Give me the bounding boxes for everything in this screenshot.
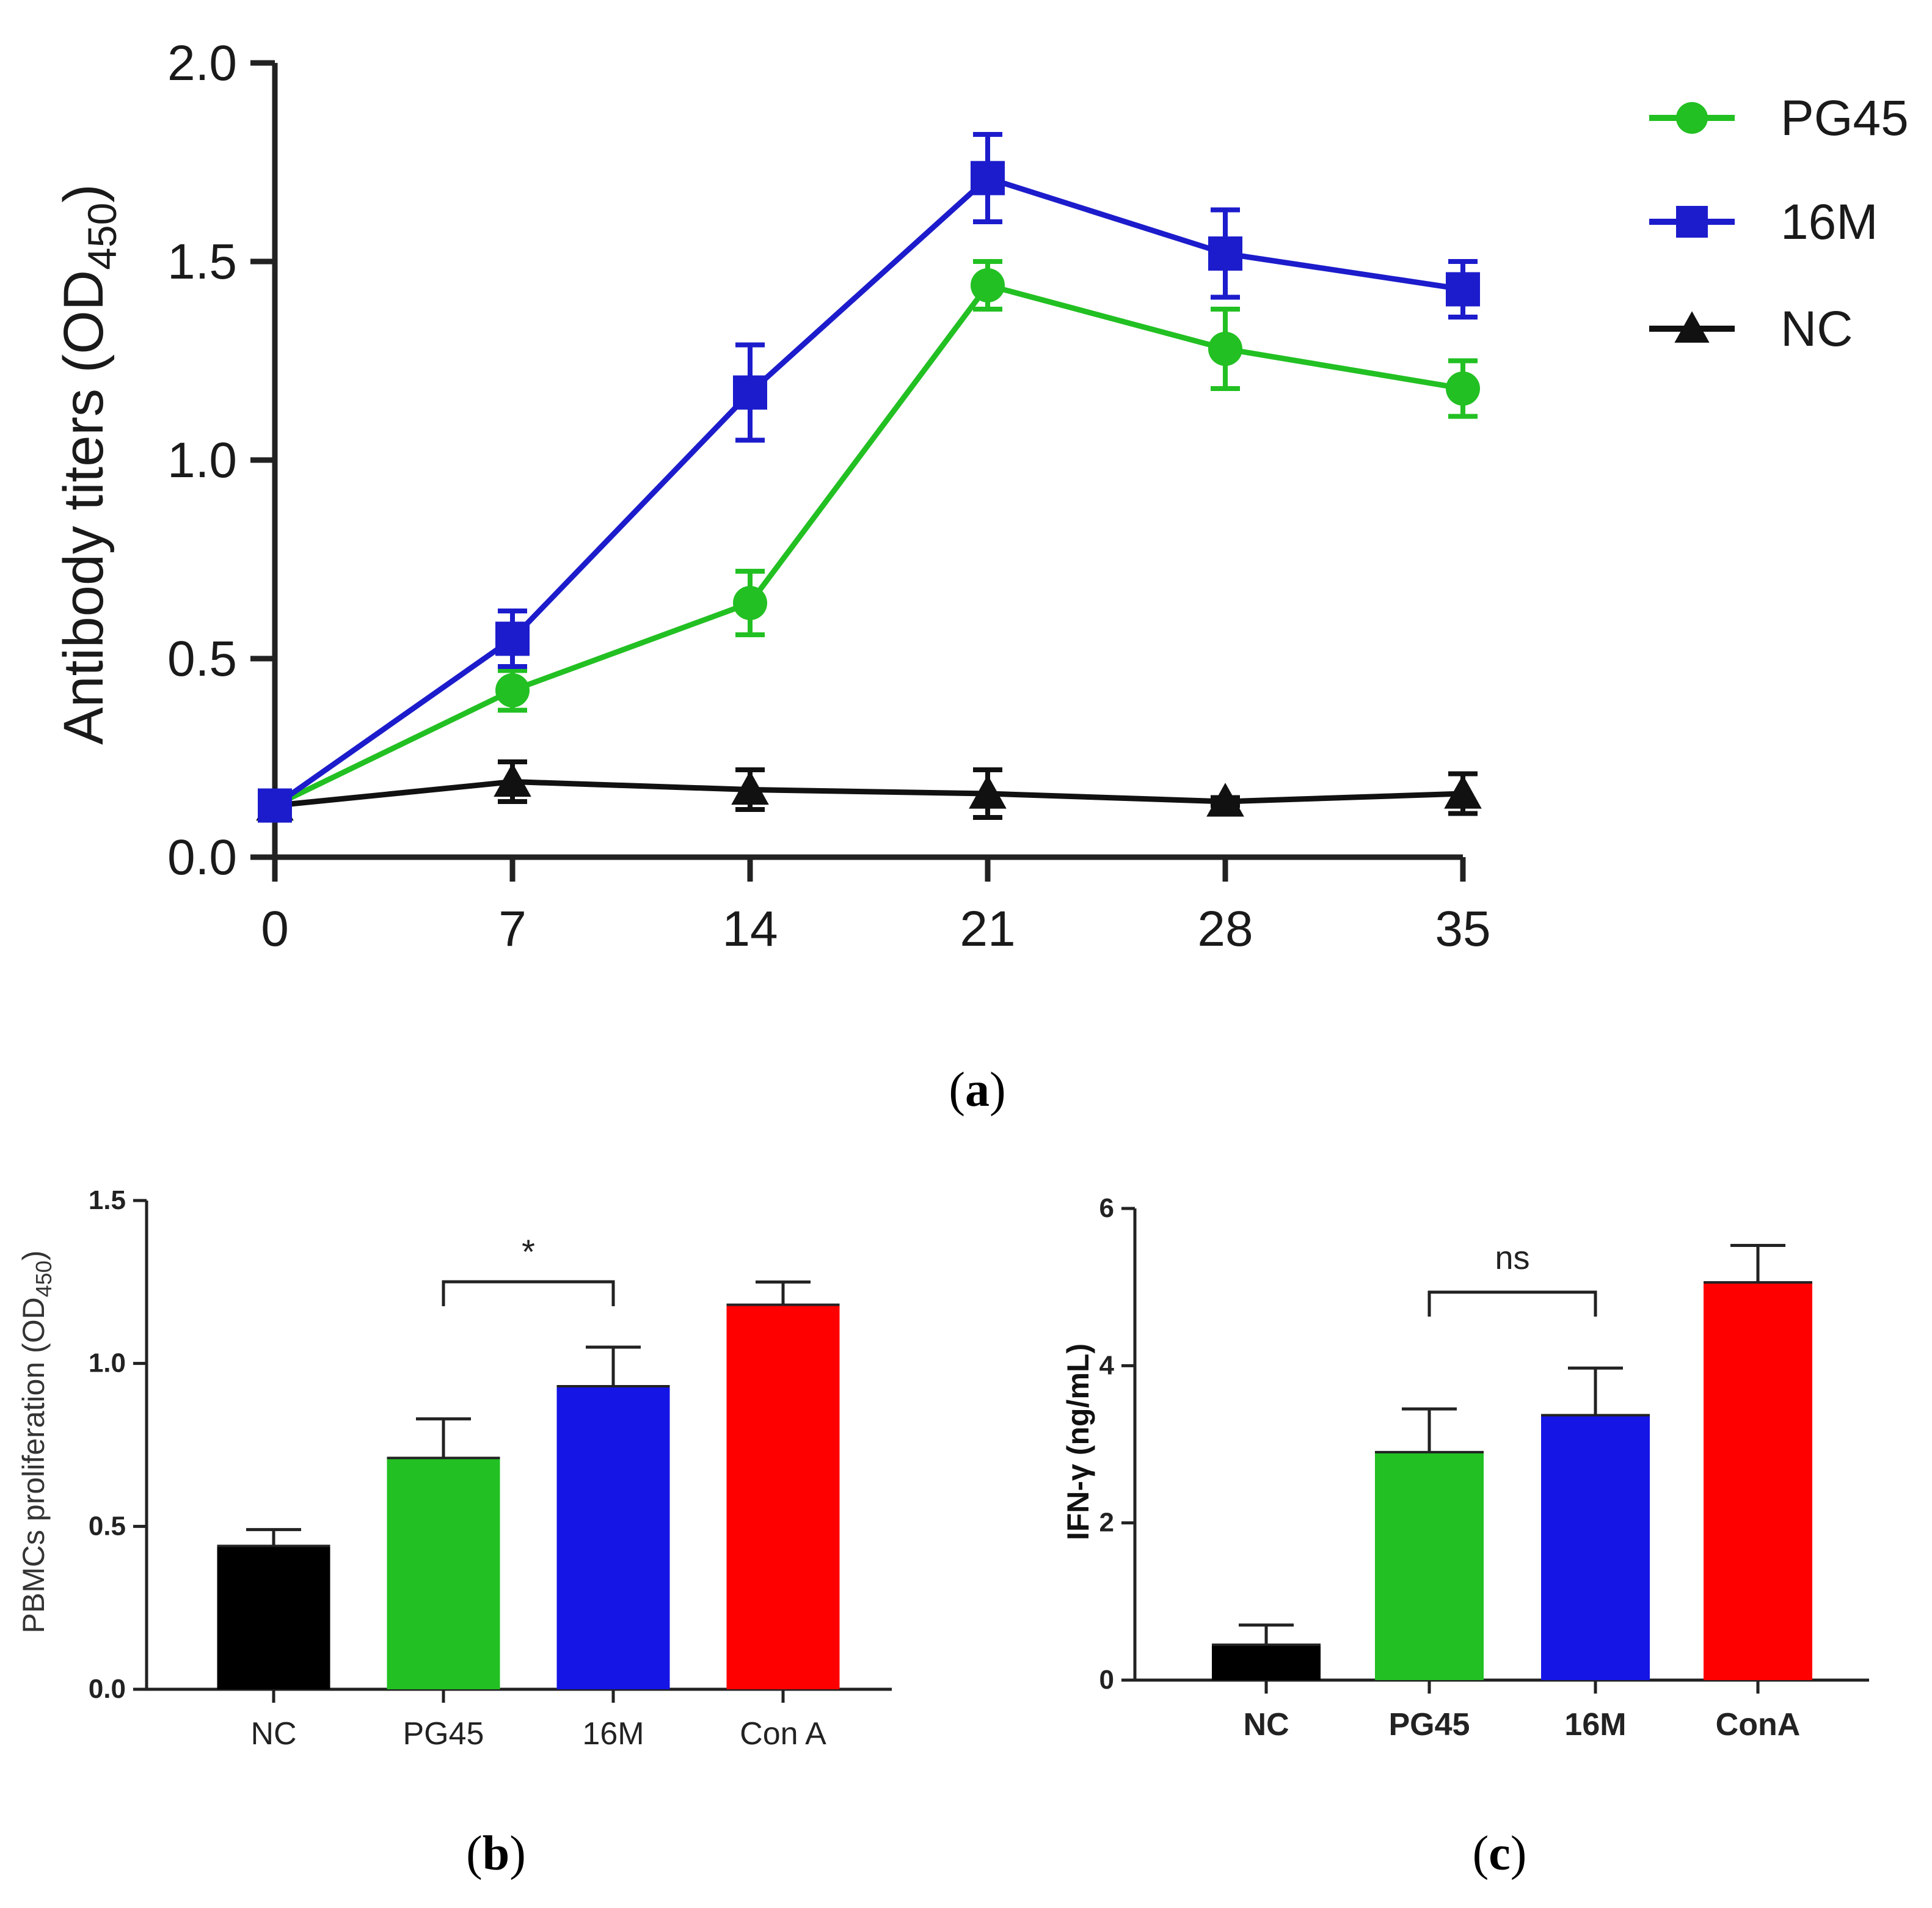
panel-a-y-tick-label: 1.0 <box>167 433 237 488</box>
panel-b-bar-pg45 <box>387 1458 500 1689</box>
panel-a-x-tick-label: 7 <box>498 901 527 957</box>
panel-a-x-tick-label: 14 <box>722 901 778 957</box>
panel-b-y-tick-label: 1.0 <box>89 1348 126 1378</box>
data-point-nc <box>494 762 531 797</box>
series-line-pg45 <box>274 282 1464 808</box>
legend-item-pg45: PG45 <box>1649 90 1909 146</box>
data-point-nc <box>731 770 769 805</box>
data-point-16m <box>258 788 292 823</box>
panel-a-y-tick-label: 2.0 <box>167 35 237 91</box>
panel-c-y-tick-label: 2 <box>1099 1508 1114 1538</box>
panel-c-bar-nc <box>1212 1645 1321 1680</box>
series-line-16m <box>273 175 1464 808</box>
panel-c-y-tick-label: 6 <box>1099 1193 1114 1223</box>
panel-c-bars: ns <box>1212 1240 1812 1680</box>
panel-c-significance-bracket <box>1427 1290 1597 1317</box>
legend-marker-16m <box>1676 206 1708 238</box>
panel-a-axes: 0.0 0.5 1.0 1.5 2.0 0 7 14 21 28 35 <box>167 35 1491 957</box>
panel-b-y-axis-label: PBMCs proliferation (OD450) <box>16 1251 56 1634</box>
panel-b-bar-con-a <box>726 1304 840 1689</box>
panel-c-bar-cona <box>1704 1282 1812 1680</box>
panel-a-caption: (a) <box>949 1063 1005 1117</box>
panel-b-y-tick-label: 0.0 <box>89 1674 126 1704</box>
panel-a-x-tick-label: 28 <box>1197 901 1253 957</box>
data-point-pg45 <box>1208 332 1242 366</box>
panel-c-significance-label: ns <box>1495 1240 1529 1276</box>
panel-a-y-tick-label: 1.5 <box>167 234 237 290</box>
panel-a-legend: PG45 16M NC <box>1649 90 1909 357</box>
panel-b-bars: * <box>217 1232 840 1689</box>
panel-c-caption: (c) <box>1473 1827 1527 1881</box>
panel-b-significance-label: * <box>522 1232 535 1271</box>
panel-c-bar-chart: 0 2 4 6 NC PG45 16M ConA ns IFN-γ (ng/mL) (c) <box>1061 1193 1869 1881</box>
data-point-16m <box>1446 272 1480 307</box>
data-point-16m <box>733 375 767 410</box>
data-point-nc <box>1444 775 1482 809</box>
panel-c-category-label-pg45: PG45 <box>1389 1707 1470 1742</box>
panel-a-y-tick-label: 0.5 <box>167 631 237 687</box>
panel-a-line-chart: 0.0 0.5 1.0 1.5 2.0 0 7 14 21 28 35 Antibody titer… <box>53 35 1909 1117</box>
legend-marker-pg45 <box>1676 102 1708 134</box>
panel-b-category-label-con-a: Con A <box>740 1716 826 1752</box>
panel-c-bar-pg45 <box>1375 1452 1484 1680</box>
panel-c-bar-16m <box>1541 1415 1650 1680</box>
data-point-nc <box>969 775 1007 809</box>
panel-b-category-label-16m: 16M <box>582 1716 644 1752</box>
panel-c-category-label-16m: 16M <box>1564 1707 1626 1742</box>
data-point-pg45 <box>495 673 530 707</box>
data-point-pg45 <box>733 586 767 620</box>
panel-b-y-tick-label: 0.5 <box>89 1511 126 1541</box>
panel-b-bar-nc <box>217 1546 330 1689</box>
legend-label-nc: NC <box>1781 301 1853 357</box>
series-line-nc <box>274 779 1464 808</box>
data-point-pg45 <box>971 268 1005 302</box>
panel-b-y-tick-label: 1.5 <box>89 1185 126 1215</box>
legend-label-pg45: PG45 <box>1781 90 1909 146</box>
panel-a-x-tick-label: 0 <box>261 901 289 957</box>
data-point-16m <box>1208 236 1242 271</box>
series-pg45 <box>258 259 1480 823</box>
panel-a-x-tick-label: 21 <box>960 901 1015 957</box>
panel-a-x-tick-label: 35 <box>1435 901 1490 957</box>
panel-c-y-tick-label: 0 <box>1099 1665 1114 1695</box>
panel-a-y-axis-label: Antibody titers (OD450) <box>53 184 125 745</box>
panel-c-category-label-cona: ConA <box>1716 1707 1801 1742</box>
panel-c-category-label-nc: NC <box>1243 1707 1289 1742</box>
legend-marker-nc <box>1674 311 1710 343</box>
panel-c-y-axis-label: IFN-γ (ng/mL) <box>1061 1343 1095 1540</box>
panel-b-category-label-nc: NC <box>250 1716 296 1752</box>
panel-b-significance-bracket <box>442 1280 615 1306</box>
series-16m <box>258 132 1480 823</box>
data-point-16m <box>495 621 530 656</box>
panel-b-category-label-pg45: PG45 <box>403 1716 484 1752</box>
panel-b-caption: (b) <box>466 1827 526 1881</box>
legend-label-16m: 16M <box>1781 194 1878 250</box>
legend-item-nc: NC <box>1649 301 1853 357</box>
data-point-16m <box>971 161 1005 196</box>
panel-a-series <box>256 132 1482 823</box>
legend-item-16m: 16M <box>1649 194 1878 250</box>
panel-a-y-tick-label: 0.0 <box>167 830 237 885</box>
data-point-nc <box>1206 783 1244 817</box>
panel-b-bar-chart: 0.0 0.5 1.0 1.5 NC PG45 16M Con A * PBMCs proli… <box>16 1185 892 1881</box>
data-point-pg45 <box>1446 371 1480 406</box>
panel-b-bar-16m <box>556 1386 670 1689</box>
panel-c-y-tick-label: 4 <box>1099 1350 1115 1380</box>
